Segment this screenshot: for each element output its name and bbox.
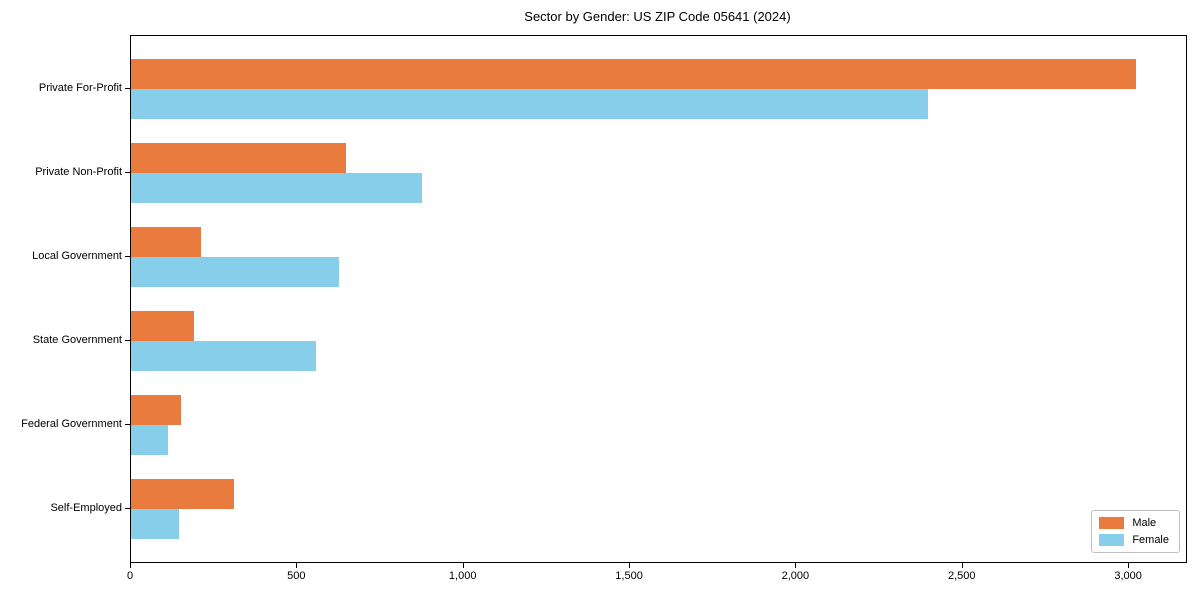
legend-entry-male: Male — [1099, 517, 1169, 529]
x-axis-label-1000: 1,000 — [448, 570, 477, 582]
x-axis-label-1500: 1,500 — [615, 570, 643, 582]
x-tick-3000 — [1128, 563, 1130, 568]
legend: Male Female — [1091, 510, 1180, 553]
bar-female-state-government — [131, 341, 316, 371]
x-axis-label-3000: 3,000 — [1114, 570, 1142, 582]
x-axis-label-0: 0 — [126, 570, 134, 582]
x-tick-1000 — [462, 563, 464, 568]
y-tick-federal-government — [125, 424, 130, 425]
bar-male-local-government — [131, 227, 201, 257]
y-tick-self-employed — [125, 508, 130, 509]
x-axis-label-2000: 2,000 — [781, 570, 810, 582]
y-axis-label-federal-government: Federal Government — [21, 418, 122, 430]
y-tick-private-non-profit — [125, 172, 130, 173]
x-tick-2000 — [795, 563, 797, 568]
bar-female-private-for-profit — [131, 89, 928, 119]
y-tick-private-for-profit — [125, 88, 130, 89]
bar-male-state-government — [131, 311, 195, 341]
bar-male-self-employed — [131, 479, 235, 509]
y-axis-label-private-non-profit: Private Non-Profit — [35, 166, 122, 178]
x-tick-2500 — [961, 563, 963, 568]
legend-entry-female: Female — [1099, 534, 1169, 546]
bar-male-private-for-profit — [131, 59, 1136, 89]
y-tick-state-government — [125, 340, 130, 341]
legend-label-male: Male — [1132, 517, 1157, 529]
bar-male-federal-government — [131, 395, 181, 425]
female-color-swatch — [1099, 534, 1125, 546]
male-color-swatch — [1099, 517, 1125, 529]
bar-female-private-non-profit — [131, 173, 423, 203]
plot-area: Male Female — [130, 35, 1187, 563]
x-tick-1500 — [629, 563, 631, 568]
y-axis-label-state-government: State Government — [32, 334, 122, 346]
x-axis-label-2500: 2,500 — [947, 570, 976, 582]
chart-title: Sector by Gender: US ZIP Code 05641 (202… — [524, 9, 791, 24]
legend-label-female: Female — [1132, 534, 1169, 546]
bar-female-self-employed — [131, 509, 180, 539]
bar-male-private-non-profit — [131, 143, 346, 173]
y-tick-local-government — [125, 256, 130, 257]
bar-female-federal-government — [131, 425, 168, 455]
x-tick-0 — [130, 563, 131, 568]
y-axis-label-self-employed: Self-Employed — [50, 502, 122, 514]
y-axis-label-local-government: Local Government — [32, 250, 122, 262]
x-tick-500 — [296, 563, 298, 568]
bar-female-local-government — [131, 257, 339, 287]
x-axis-label-500: 500 — [287, 570, 306, 582]
y-axis-label-private-for-profit: Private For-Profit — [38, 82, 122, 94]
